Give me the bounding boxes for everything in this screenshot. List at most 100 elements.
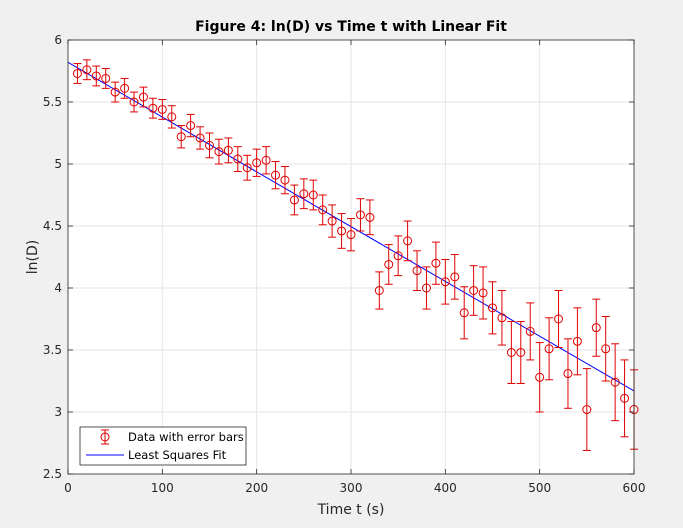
data-point [431, 241, 441, 285]
data-point [299, 178, 309, 210]
data-point [157, 99, 167, 120]
x-tick-label: 0 [64, 481, 72, 495]
axis-ticks: 0 100 200 300 400 500 600 2.5 3 3.5 4 4.5 5 5.5 6 [43, 33, 646, 495]
legend-label-data: Data with error bars [128, 430, 244, 444]
y-tick-label: 6 [54, 33, 62, 47]
data-marker [497, 313, 507, 323]
data-marker [110, 87, 120, 97]
data-marker [506, 347, 516, 357]
data-marker [138, 92, 148, 102]
data-point [516, 320, 526, 384]
data-point [572, 307, 582, 376]
data-marker [384, 259, 394, 269]
data-point [271, 161, 281, 190]
data-marker [365, 212, 375, 222]
x-tick-label: 600 [623, 481, 646, 495]
data-point [355, 198, 365, 232]
data-point [308, 179, 318, 211]
data-marker [459, 308, 469, 318]
data-marker [554, 314, 564, 324]
data-point [110, 81, 120, 103]
data-point [186, 113, 196, 138]
x-tick-label: 500 [528, 481, 551, 495]
data-marker [488, 303, 497, 313]
data-marker [280, 175, 290, 185]
data-marker [148, 103, 158, 113]
data-marker [72, 68, 82, 78]
data-marker [167, 112, 177, 122]
data-marker [157, 104, 167, 114]
data-marker [82, 65, 92, 75]
data-point [148, 97, 158, 119]
data-point [327, 204, 337, 238]
data-marker [516, 347, 526, 357]
chart-title: Figure 4: ln(D) vs Time t with Linear Fi… [195, 19, 507, 35]
data-marker [525, 326, 535, 336]
data-point [365, 199, 375, 236]
data-marker [412, 266, 422, 276]
data-marker [318, 205, 328, 215]
data-marker [440, 277, 450, 287]
data-marker [120, 83, 130, 93]
data-point [233, 146, 243, 172]
data-marker [214, 147, 224, 157]
y-tick-label: 3.5 [43, 343, 62, 357]
data-point [591, 298, 601, 357]
data-point [214, 138, 224, 165]
data-point [346, 218, 356, 252]
data-point [205, 132, 214, 159]
y-tick-label: 4.5 [43, 219, 62, 233]
data-point [176, 125, 186, 149]
y-tick-label: 4 [54, 281, 62, 295]
x-tick-label: 100 [151, 481, 174, 495]
data-marker [223, 145, 233, 155]
legend-errorbar-marker [100, 429, 110, 445]
data-point [440, 258, 450, 305]
data-point [525, 302, 535, 361]
data-marker [337, 226, 347, 236]
data-point [403, 220, 413, 262]
data-point [450, 254, 460, 300]
data-marker [572, 336, 582, 346]
data-point [563, 338, 573, 409]
data-marker [478, 288, 488, 298]
data-point [469, 265, 479, 316]
data-point [554, 289, 564, 349]
data-marker [252, 158, 262, 168]
data-point [478, 266, 488, 320]
data-marker [469, 285, 479, 295]
data-point [195, 126, 205, 150]
data-marker [176, 132, 186, 142]
data-marker [299, 189, 309, 199]
data-point [280, 165, 290, 195]
data-marker [289, 195, 299, 205]
data-point [318, 194, 328, 226]
y-tick-label: 3 [54, 405, 62, 419]
data-point [544, 317, 554, 381]
data-point [582, 368, 592, 451]
data-marker [242, 163, 252, 173]
data-point [620, 359, 630, 438]
data-point [421, 266, 431, 310]
data-point [393, 235, 403, 277]
data-point [506, 320, 516, 384]
y-tick-label: 2.5 [43, 467, 62, 481]
data-point [138, 86, 148, 108]
data-marker [431, 258, 441, 268]
data-marker [563, 369, 573, 379]
data-marker [535, 372, 545, 382]
data-marker [393, 251, 403, 261]
data-point [252, 148, 262, 177]
data-marker [355, 210, 365, 220]
data-marker [620, 393, 630, 403]
data-marker [91, 71, 101, 81]
data-point [120, 77, 130, 99]
data-marker [129, 97, 139, 107]
data-marker [421, 283, 431, 293]
y-tick-label: 5 [54, 157, 62, 171]
data-marker [233, 154, 243, 164]
y-tick-label: 5.5 [43, 95, 62, 109]
data-point [242, 154, 252, 181]
data-marker [374, 285, 384, 295]
data-point [601, 316, 611, 382]
